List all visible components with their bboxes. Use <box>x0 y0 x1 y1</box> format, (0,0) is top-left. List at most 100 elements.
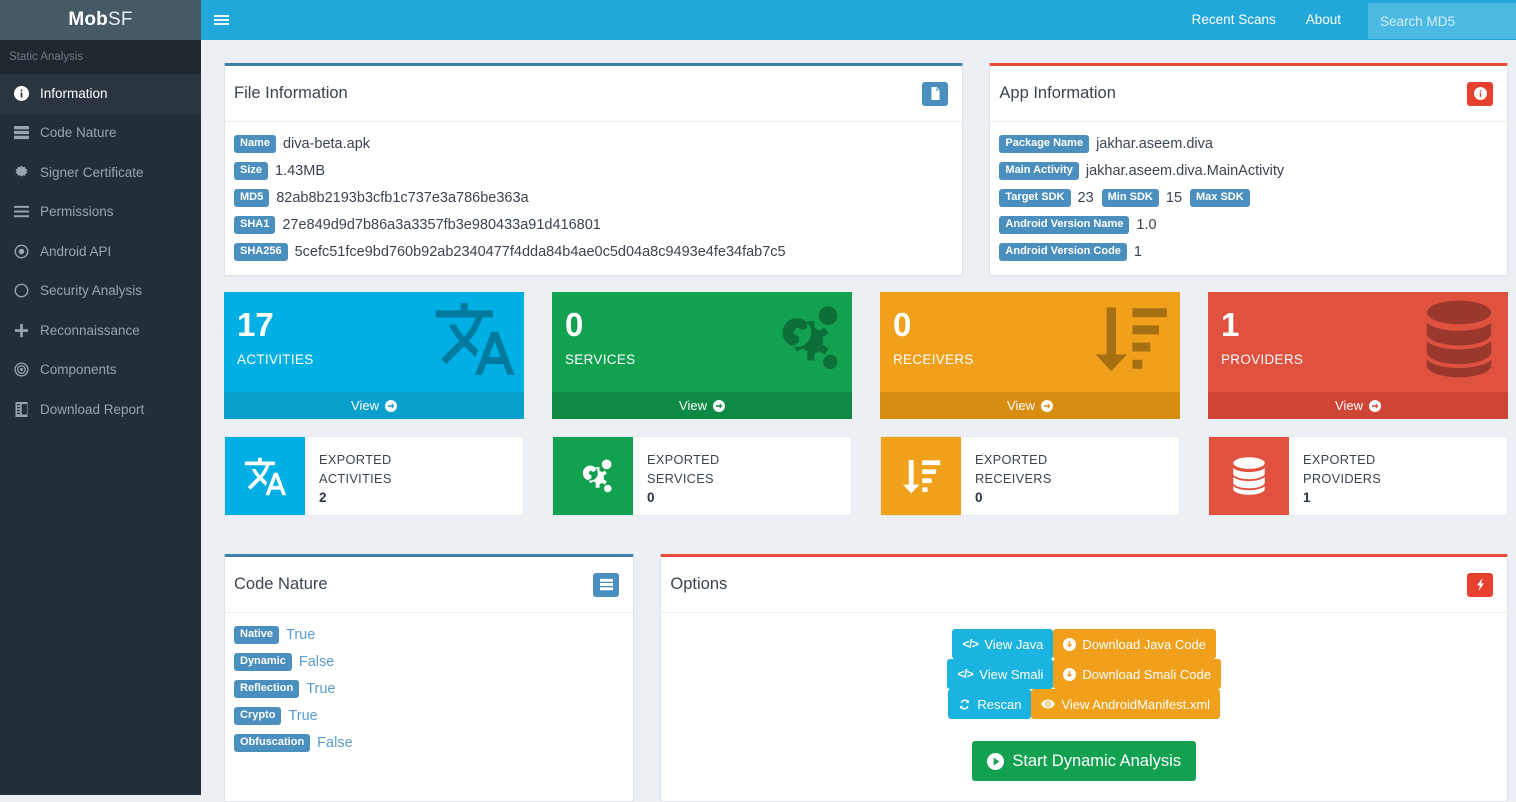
code-nature-header: Code Nature <box>225 557 634 613</box>
row-label: Android Version Code <box>999 243 1127 261</box>
sidebar-item-permissions[interactable]: Permissions <box>0 193 201 233</box>
download-smali-label: Download Smali Code <box>1082 666 1211 682</box>
rescan-button[interactable]: Rescan <box>948 689 1032 719</box>
sidebar-item-download-report[interactable]: Download Report <box>0 390 201 430</box>
sidebar-item-security-analysis[interactable]: Security Analysis <box>0 272 201 312</box>
row-value: jakhar.aseem.diva.MainActivity <box>1085 163 1285 179</box>
tile-count: 17 <box>237 306 274 343</box>
tile-caption: RECEIVERS <box>893 352 974 367</box>
tile-count: 0 <box>893 306 912 343</box>
sidebar-item-label: Reconnaissance <box>40 322 140 338</box>
options-body: </> View Java Download Java Code </> Vie… <box>661 613 1507 801</box>
sidebar-item-information[interactable]: Information <box>0 74 201 114</box>
min-sdk-value: 15 <box>1165 190 1183 206</box>
eye-icon <box>1041 699 1056 709</box>
server-icon <box>9 125 33 140</box>
report-icon <box>9 401 33 417</box>
tile-view-button[interactable]: View <box>224 392 524 419</box>
app-row-version-code: Android Version Code 1 <box>999 243 1498 261</box>
file-information-panel: File Information Name diva-beta.apk Size… <box>224 63 964 276</box>
row-value: False <box>317 735 353 751</box>
options-panel: Options </> View Java Download Java Code <box>660 554 1508 802</box>
cogs-icon <box>553 437 633 515</box>
tile-body: 0 SERVICES <box>552 292 852 392</box>
sidebar-item-components[interactable]: Components <box>0 351 201 391</box>
start-dynamic-label: Start Dynamic Analysis <box>1012 751 1182 770</box>
file-row-sha256: SHA256 5cefc51fce9bd760b92ab2340477f4dda… <box>234 243 953 261</box>
download-java-button[interactable]: Download Java Code <box>1053 629 1216 659</box>
tile-view-button[interactable]: View <box>552 392 852 419</box>
row-value: False <box>298 654 335 670</box>
arrow-circle-right-icon <box>712 399 725 412</box>
view-manifest-button[interactable]: View AndroidManifest.xml <box>1031 689 1221 719</box>
tile-body: 1 PROVIDERS <box>1208 292 1508 392</box>
brand-logo[interactable]: Mob SF <box>0 0 201 40</box>
view-java-button[interactable]: </> View Java <box>952 629 1054 659</box>
tile-providers: 1 PROVIDERS View EXPORTED PROVIDERS 1 <box>1208 292 1508 516</box>
tile-body: 0 RECEIVERS <box>880 292 1180 392</box>
code-nature-panel: Code Nature Native True Dynamic False Re… <box>224 554 635 802</box>
sidebar-item-signer-certificate[interactable]: Signer Certificate <box>0 153 201 193</box>
exported-providers: EXPORTED PROVIDERS 1 <box>1208 436 1508 516</box>
row-value: 1.43MB <box>275 163 325 179</box>
nav-link-about[interactable]: About <box>1305 12 1341 27</box>
navbar-right-group: Recent Scans About <box>1177 0 1516 40</box>
nav-link-recent-scans[interactable]: Recent Scans <box>1191 12 1276 27</box>
row-label: SHA1 <box>234 216 276 234</box>
tile-view-button[interactable]: View <box>880 392 1180 419</box>
row-label: Obfuscation <box>234 734 311 752</box>
row-value: True <box>306 681 336 697</box>
sidebar-item-label: Android API <box>40 243 112 259</box>
dot-circle-icon <box>9 244 33 259</box>
file-information-header: File Information <box>225 66 963 122</box>
sidebar-item-code-nature[interactable]: Code Nature <box>0 114 201 154</box>
row-label: Main Activity <box>999 162 1079 180</box>
exported-count: 0 <box>647 490 655 506</box>
language-icon <box>432 296 518 387</box>
arrow-circle-right-icon <box>1368 399 1381 412</box>
panel-title: Code Nature <box>234 575 328 593</box>
tile-view-button[interactable]: View <box>1208 392 1508 419</box>
code-nature-body: Native True Dynamic False Reflection Tru… <box>225 613 633 778</box>
code-nature-row-reflection: Reflection True <box>234 680 624 698</box>
tile-view-label: View <box>351 398 379 413</box>
row-label: Native <box>234 626 280 644</box>
row-value: 1.0 <box>1136 217 1157 233</box>
code-nature-row-obfuscation: Obfuscation False <box>234 734 624 752</box>
sort-amount-desc-icon <box>881 437 961 515</box>
view-smali-button[interactable]: </> View Smali <box>947 659 1054 689</box>
file-information-body: Name diva-beta.apk Size 1.43MB MD5 82ab8… <box>225 122 962 275</box>
play-circle-icon <box>987 752 1005 770</box>
bullseye-icon <box>9 362 33 377</box>
row-label: Dynamic <box>234 653 292 671</box>
exported-text: EXPORTED RECEIVERS 0 <box>961 437 1052 515</box>
info-circle-icon <box>9 85 33 101</box>
exported-line1: EXPORTED <box>319 452 392 467</box>
row-label: SHA256 <box>234 243 288 261</box>
exported-line2: ACTIVITIES <box>319 470 392 486</box>
target-sdk-value: 23 <box>1077 190 1094 206</box>
exported-services: EXPORTED SERVICES 0 <box>552 436 852 516</box>
tile-receivers: 0 RECEIVERS View EXPORTED RECEIVERS 0 <box>880 292 1180 516</box>
tile-count: 1 <box>1221 306 1240 343</box>
search-input[interactable] <box>1368 3 1516 39</box>
hamburger-icon[interactable] <box>201 0 241 40</box>
start-dynamic-analysis-button[interactable]: Start Dynamic Analysis <box>972 741 1197 781</box>
row-value: jakhar.aseem.diva <box>1096 136 1213 152</box>
download-java-label: Download Java Code <box>1082 636 1206 652</box>
file-icon <box>922 81 949 106</box>
plus-icon <box>9 323 33 338</box>
component-tiles: 17 ACTIVITIES View EXPORTED ACTIVITIES 2 <box>224 292 1508 516</box>
options-button-grid: </> View Java Download Java Code </> Vie… <box>671 629 1497 781</box>
row-value: 27e849d9d7b86a3a3357fb3e980433a91d416801 <box>282 217 601 233</box>
view-java-label: View Java <box>984 636 1044 652</box>
view-smali-label: View Smali <box>979 666 1044 682</box>
download-smali-button[interactable]: Download Smali Code <box>1053 659 1221 689</box>
exported-line2: SERVICES <box>647 470 714 486</box>
row-value: True <box>288 708 318 724</box>
sidebar-item-label: Security Analysis <box>40 283 143 299</box>
code-icon: </> <box>957 667 974 681</box>
sidebar-item-android-api[interactable]: Android API <box>0 232 201 272</box>
database-icon <box>1209 437 1289 515</box>
sidebar-item-reconnaissance[interactable]: Reconnaissance <box>0 311 201 351</box>
